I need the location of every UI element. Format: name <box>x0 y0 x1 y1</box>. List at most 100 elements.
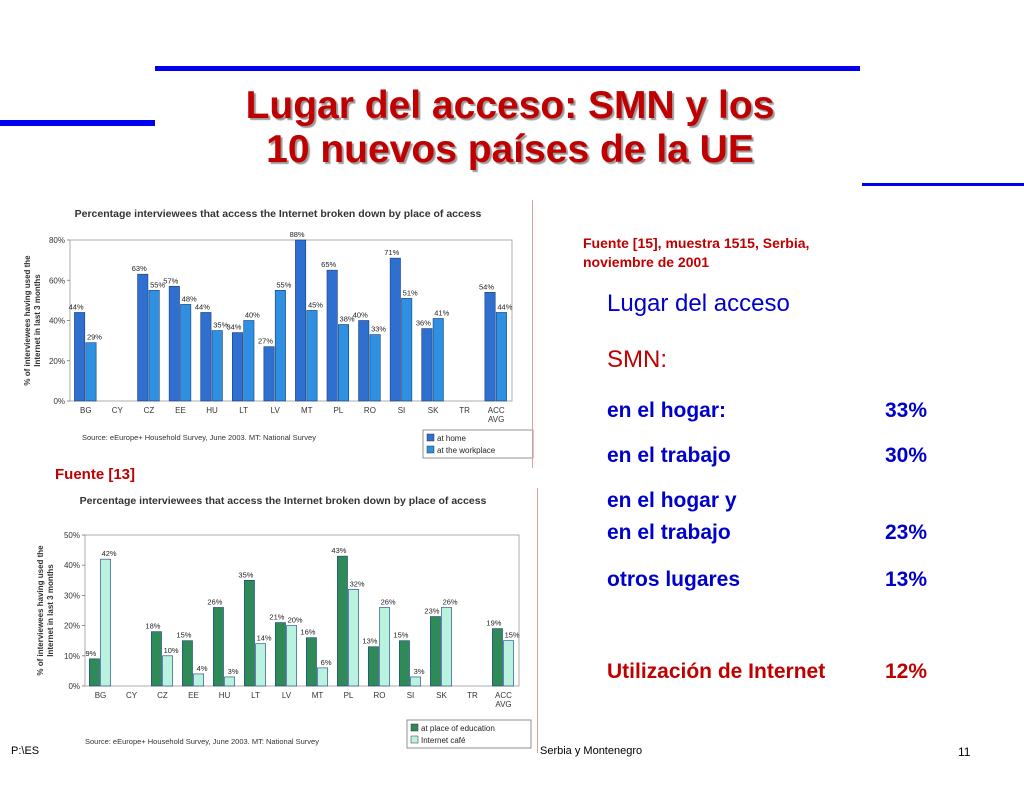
bar-at-place-of-education <box>492 628 503 687</box>
stat-label-home-and-work-2: en el trabajo <box>607 521 731 544</box>
bar-at-place-of-education <box>337 555 348 687</box>
data-label: 15% <box>505 631 520 640</box>
x-tick-label: TR <box>459 406 470 415</box>
data-label: 38% <box>340 315 355 324</box>
y-tick-label: 40% <box>49 317 65 326</box>
footer-left: P:\ES <box>11 745 40 757</box>
x-tick-label: LT <box>251 691 260 700</box>
data-label: 88% <box>290 230 305 239</box>
x-tick-label: ACC <box>495 691 512 700</box>
data-label: 18% <box>145 622 160 631</box>
data-label: 35% <box>238 570 253 579</box>
data-label: 23% <box>424 607 439 616</box>
data-label: 40% <box>245 311 260 320</box>
bar-at-place-of-education <box>89 658 100 687</box>
page-number: 11 <box>958 745 971 759</box>
bar-at-home <box>421 328 433 402</box>
bar-at-the-workplace <box>243 320 255 402</box>
bar-at-place-of-education <box>306 637 317 687</box>
chart-title-line: Percentage interviewees that access the … <box>75 208 482 220</box>
bar-at-place-of-education <box>275 622 286 687</box>
top-rule <box>155 66 860 71</box>
y-axis-label: % of interviewees having used the <box>36 545 45 676</box>
data-label: 42% <box>102 549 117 558</box>
y-axis-label: % of interviewees having used the <box>23 255 32 386</box>
chart-top: Percentage interviewees that access the … <box>23 208 534 459</box>
bar-internet-café <box>162 655 173 687</box>
x-tick-label: BG <box>80 406 92 415</box>
data-label: 35% <box>213 321 228 330</box>
stat-label-usage: Utilización de Internet <box>607 660 826 683</box>
bar-at-place-of-education <box>399 640 410 687</box>
bar-internet-café <box>379 607 390 687</box>
stat-row-usage: Utilización de Internet 12% <box>607 659 967 685</box>
y-tick-label: 60% <box>49 276 65 285</box>
bar-at-home <box>358 320 370 402</box>
x-tick-label: SK <box>436 691 447 700</box>
chart-top-divider <box>532 200 533 468</box>
chart-title-line: Percentage interviewees that access the … <box>80 495 487 507</box>
bar-at-home <box>484 292 496 402</box>
bar-at-the-workplace <box>274 290 286 402</box>
data-label: 10% <box>164 646 179 655</box>
y-tick-label: 30% <box>64 591 80 600</box>
x-tick-label: PL <box>333 406 343 415</box>
bar-internet-café <box>193 673 204 687</box>
data-label: 44% <box>195 302 210 311</box>
chart-source: Source: eEurope+ Household Survey, June … <box>82 433 316 442</box>
x-tick-label: TR <box>467 691 478 700</box>
x-tick-label: LV <box>282 691 292 700</box>
data-label: 14% <box>257 634 272 643</box>
x-tick-label: AVG <box>488 415 504 424</box>
x-tick-label: AVG <box>495 700 511 709</box>
data-label: 9% <box>85 649 96 658</box>
data-label: 32% <box>350 579 365 588</box>
stats-subheading: SMN: <box>607 346 667 373</box>
bar-at-home <box>137 273 149 402</box>
stat-label-home: en el hogar: <box>607 399 727 422</box>
data-label: 26% <box>207 597 222 606</box>
stat-value-home-and-work: 23% <box>885 521 928 544</box>
bar-internet-café <box>441 607 452 687</box>
stat-label-work: en el trabajo <box>607 444 731 467</box>
bar-internet-café <box>348 589 359 687</box>
x-tick-label: MT <box>301 406 313 415</box>
x-tick-label: RO <box>374 691 386 700</box>
bar-at-home <box>74 312 86 402</box>
x-tick-label: ACC <box>488 406 505 415</box>
chart-source: Source: eEurope+ Household Survey, June … <box>85 737 319 746</box>
y-tick-label: 10% <box>64 652 80 661</box>
legend-swatch <box>410 723 419 732</box>
bar-at-the-workplace <box>85 342 97 402</box>
x-tick-label: RO <box>364 406 376 415</box>
bar-at-the-workplace <box>148 290 160 402</box>
bar-at-place-of-education <box>430 616 441 687</box>
x-tick-label: CZ <box>144 406 155 415</box>
right-rule <box>862 183 1024 186</box>
x-tick-label: EE <box>175 406 186 415</box>
data-label: 29% <box>87 333 102 342</box>
legend-box <box>422 429 534 459</box>
bar-internet-café <box>286 625 297 687</box>
chart-bottom-divider <box>537 488 538 753</box>
data-label: 4% <box>197 664 208 673</box>
stat-label-home-and-work-1: en el hogar y <box>607 489 737 512</box>
data-label: 36% <box>416 319 431 328</box>
bar-internet-café <box>503 640 514 687</box>
data-label: 55% <box>150 280 165 289</box>
slide-title: Lugar del acceso: SMN y los 10 nuevos pa… <box>150 84 870 172</box>
chart-bottom-panel: Percentage interviewees that access the … <box>35 488 535 753</box>
y-axis-label: Internet in last 3 months <box>33 274 42 367</box>
chart-top-panel: Percentage interviewees that access the … <box>20 200 535 468</box>
legend-label: at place of education <box>421 724 495 733</box>
bar-at-the-workplace <box>306 310 318 402</box>
y-axis-label: Internet in last 3 months <box>46 564 55 657</box>
data-label: 40% <box>353 311 368 320</box>
data-label: 44% <box>497 302 512 311</box>
plot-area <box>84 534 520 687</box>
bar-at-the-workplace <box>338 324 350 402</box>
bar-at-the-workplace <box>432 318 444 402</box>
y-tick-label: 0% <box>68 682 80 691</box>
data-label: 27% <box>258 337 273 346</box>
stat-value-other: 13% <box>885 568 928 591</box>
